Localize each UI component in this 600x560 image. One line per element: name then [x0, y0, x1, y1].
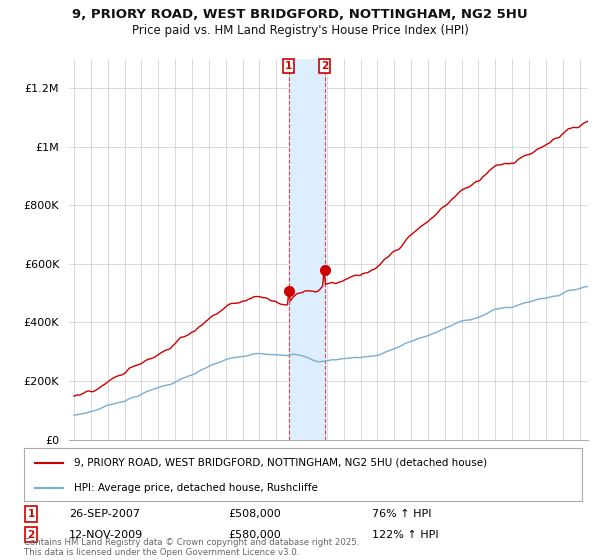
Text: 1: 1 — [28, 509, 35, 519]
Text: Contains HM Land Registry data © Crown copyright and database right 2025.
This d: Contains HM Land Registry data © Crown c… — [24, 538, 359, 557]
Bar — [289, 59, 325, 440]
Text: HPI: Average price, detached house, Rushcliffe: HPI: Average price, detached house, Rush… — [74, 483, 318, 493]
Text: 26-SEP-2007: 26-SEP-2007 — [69, 509, 140, 519]
Text: 9, PRIORY ROAD, WEST BRIDGFORD, NOTTINGHAM, NG2 5HU (detached house): 9, PRIORY ROAD, WEST BRIDGFORD, NOTTINGH… — [74, 458, 487, 468]
Text: 2: 2 — [321, 60, 328, 71]
Text: 122% ↑ HPI: 122% ↑ HPI — [372, 530, 439, 540]
Text: 12-NOV-2009: 12-NOV-2009 — [69, 530, 143, 540]
Text: £508,000: £508,000 — [228, 509, 281, 519]
Text: 2: 2 — [28, 530, 35, 540]
Text: 9, PRIORY ROAD, WEST BRIDGFORD, NOTTINGHAM, NG2 5HU: 9, PRIORY ROAD, WEST BRIDGFORD, NOTTINGH… — [72, 8, 528, 21]
Text: 76% ↑ HPI: 76% ↑ HPI — [372, 509, 431, 519]
Text: 1: 1 — [285, 60, 292, 71]
Text: £580,000: £580,000 — [228, 530, 281, 540]
Text: Price paid vs. HM Land Registry's House Price Index (HPI): Price paid vs. HM Land Registry's House … — [131, 24, 469, 36]
